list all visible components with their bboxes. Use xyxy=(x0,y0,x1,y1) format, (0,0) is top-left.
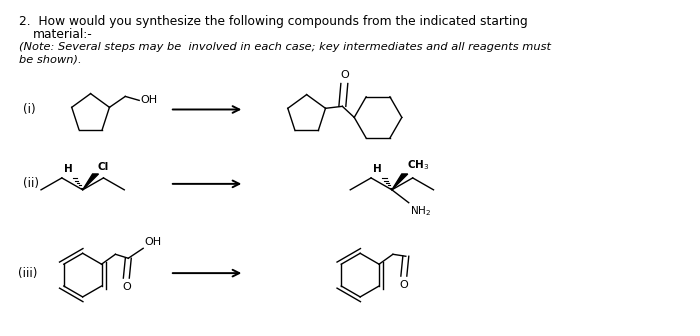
Text: (i): (i) xyxy=(23,103,36,116)
Text: OH: OH xyxy=(140,95,158,106)
Polygon shape xyxy=(83,174,99,190)
Text: NH$_2$: NH$_2$ xyxy=(410,205,431,218)
Text: (ii): (ii) xyxy=(23,177,39,191)
Text: (iii): (iii) xyxy=(18,267,38,280)
Text: O: O xyxy=(340,70,349,80)
Text: O: O xyxy=(400,280,408,290)
Text: CH$_3$: CH$_3$ xyxy=(407,158,429,172)
Text: material:-: material:- xyxy=(33,28,93,41)
Text: (Note: Several steps may be  involved in each case; key intermediates and all re: (Note: Several steps may be involved in … xyxy=(19,42,551,52)
Text: Cl: Cl xyxy=(97,162,108,172)
Text: H: H xyxy=(64,164,73,174)
Text: O: O xyxy=(122,282,131,292)
Polygon shape xyxy=(392,174,407,190)
Text: H: H xyxy=(373,164,382,174)
Text: be shown).: be shown). xyxy=(19,55,82,65)
Text: OH: OH xyxy=(144,237,161,247)
Text: 2.  How would you synthesize the following compounds from the indicated starting: 2. How would you synthesize the followin… xyxy=(19,15,528,28)
